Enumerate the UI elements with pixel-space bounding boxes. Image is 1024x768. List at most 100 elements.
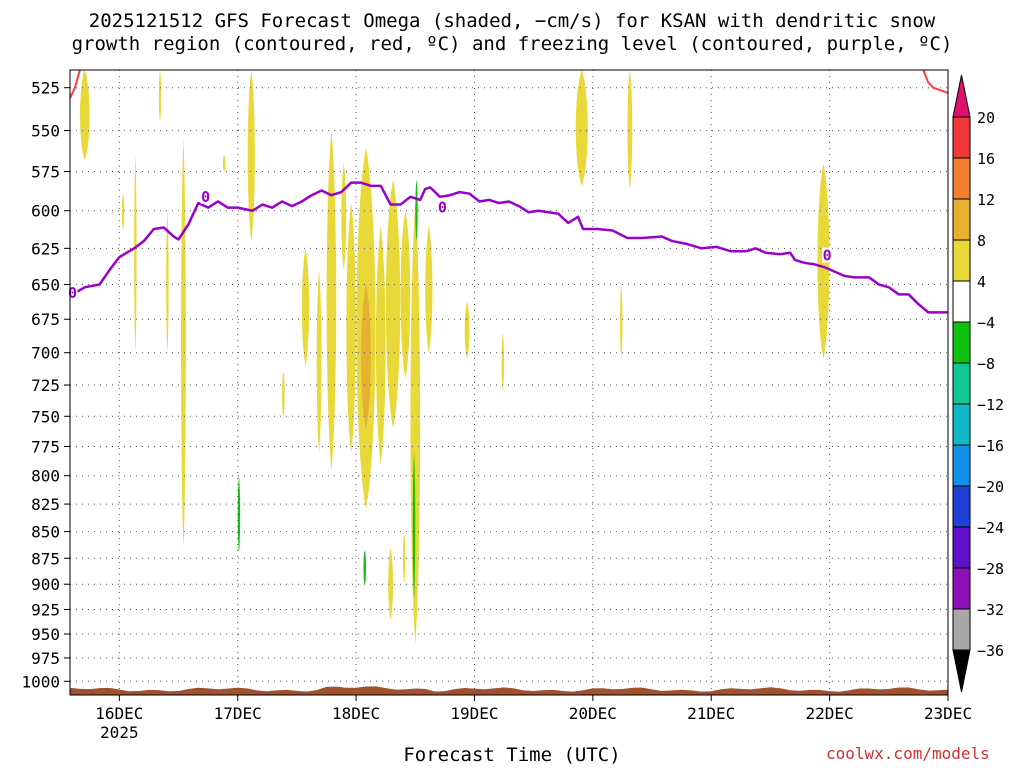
freezing-label-bg-3	[822, 247, 833, 263]
omega-blob-22	[388, 547, 394, 620]
omega-blob-33	[363, 550, 366, 585]
omega-blob-6	[222, 155, 226, 172]
colorbar-label-10: −24	[977, 519, 1004, 537]
colorbar-swatch-6	[952, 362, 971, 405]
colorbar-label-8: −16	[977, 437, 1004, 455]
x-tick-label-21DEC: 21DEC	[687, 704, 735, 723]
y-tick-label-800: 800	[31, 467, 60, 486]
colorbar-label-7: −12	[977, 396, 1004, 414]
y-tick-label-950: 950	[31, 625, 60, 644]
colorbar-label-0: 20	[977, 109, 995, 127]
y-axis-ticks: 525 550 575 600 625 650 675 700 725 750 775 800 825 8…	[21, 79, 70, 691]
plot-frame	[69, 69, 949, 696]
omega-blob-20	[464, 301, 470, 360]
omega-blob-21	[501, 332, 505, 392]
chart-title-line2: growth region (contoured, red, ºC) and f…	[71, 33, 953, 55]
y-tick-label-975: 975	[31, 649, 60, 668]
y-tick-label-625: 625	[31, 239, 60, 258]
ground-surface	[70, 686, 948, 695]
x-tick-label-16DEC: 16DEC	[95, 704, 143, 723]
colorbar-label-13: −36	[977, 642, 1004, 660]
colorbar-swatch-9	[952, 485, 971, 528]
y-tick-label-850: 850	[31, 523, 60, 542]
y-tick-label-550: 550	[31, 122, 60, 141]
colorbar-label-3: 8	[977, 232, 986, 250]
omega-shading-layer	[79, 70, 830, 644]
colorbar-label-5: −4	[977, 314, 995, 332]
freezing-level-label-1: 0	[201, 188, 210, 206]
omega-blob-16	[385, 179, 401, 429]
omega-blob-17	[400, 210, 411, 379]
x-tick-sublabel-16DEC: 2025	[100, 723, 139, 742]
colorbar-label-4: 4	[977, 273, 986, 291]
omega-blob-0	[79, 70, 90, 161]
colorbar-swatch-3	[952, 239, 971, 282]
omega-blob-8	[301, 248, 310, 366]
omega-blob-29	[282, 372, 285, 417]
colorbar-label-6: −8	[977, 355, 995, 373]
x-tick-label-22DEC: 22DEC	[806, 704, 854, 723]
colorbar-label-2: 12	[977, 191, 995, 209]
omega-blob-27	[620, 284, 623, 360]
colorbar: 20 16 12 8 4 −4 −8 −12 −16 −20 −24 −28 −32 −36	[952, 74, 1004, 693]
colorbar-swatch-11	[952, 567, 971, 610]
omega-blob-25	[575, 70, 588, 186]
freezing-level-label-0: 0	[68, 284, 77, 302]
x-tick-label-17DEC: 17DEC	[214, 704, 262, 723]
colorbar-swatch-12	[952, 608, 971, 651]
y-tick-label-725: 725	[31, 376, 60, 395]
freezing-level-label-3: 0	[823, 247, 832, 265]
omega-blob-7	[247, 70, 255, 241]
dgz-contour-0	[69, 69, 81, 99]
x-tick-label-20DEC: 20DEC	[569, 704, 617, 723]
freezing-level-line	[69, 181, 948, 314]
omega-blob-14	[361, 284, 371, 429]
colorbar-top-arrow	[952, 74, 971, 118]
omega-blob-11	[341, 163, 347, 271]
colorbar-swatch-5	[952, 321, 971, 364]
freezing-label-bg-1	[200, 188, 211, 204]
omega-blob-23	[402, 531, 406, 585]
x-tick-label-23DEC: 23DEC	[924, 704, 972, 723]
chart-title-line1: 2025121512 GFS Forecast Omega (shaded, −…	[88, 10, 936, 32]
y-tick-label-700: 700	[31, 344, 60, 363]
omega-blob-5	[181, 138, 186, 548]
colorbar-swatch-4	[952, 280, 971, 323]
y-tick-label-525: 525	[31, 79, 60, 98]
x-axis-label: Forecast Time (UTC)	[403, 744, 621, 766]
dendritic-snow-zone-layer	[69, 69, 949, 99]
y-tick-label-775: 775	[31, 437, 60, 456]
colorbar-label-11: −28	[977, 560, 1004, 578]
y-tick-label-575: 575	[31, 163, 60, 182]
omega-blob-15	[375, 225, 386, 465]
omega-blob-19	[425, 225, 433, 353]
y-tick-label-650: 650	[31, 275, 60, 294]
freezing-level-layer: 0 0 0 0	[67, 181, 948, 314]
omega-blob-26	[627, 70, 633, 189]
freezing-label-bg-2	[437, 199, 448, 215]
y-tick-label-600: 600	[31, 202, 60, 221]
colorbar-bottom-arrow	[952, 649, 971, 693]
omega-blob-18	[410, 203, 421, 644]
credit-text: coolwx.com/models	[826, 744, 990, 763]
colorbar-swatch-1	[952, 157, 971, 200]
omega-blob-30	[415, 179, 418, 241]
colorbar-label-9: −20	[977, 478, 1004, 496]
y-tick-label-875: 875	[31, 549, 60, 568]
freezing-level-label-2: 0	[438, 199, 447, 217]
omega-blob-12	[346, 203, 356, 453]
colorbar-label-12: −32	[977, 601, 1004, 619]
y-tick-label-925: 925	[31, 600, 60, 619]
omega-blob-31	[412, 452, 416, 600]
y-tick-label-675: 675	[31, 310, 60, 329]
omega-blob-32	[237, 475, 241, 553]
omega-blob-24	[166, 210, 169, 353]
colorbar-swatch-10	[952, 526, 971, 569]
colorbar-swatch-8	[952, 444, 971, 487]
omega-blob-3	[134, 155, 137, 353]
dgz-contour-1	[922, 69, 949, 94]
omega-blob-10	[326, 130, 337, 470]
colorbar-swatch-7	[952, 403, 971, 446]
